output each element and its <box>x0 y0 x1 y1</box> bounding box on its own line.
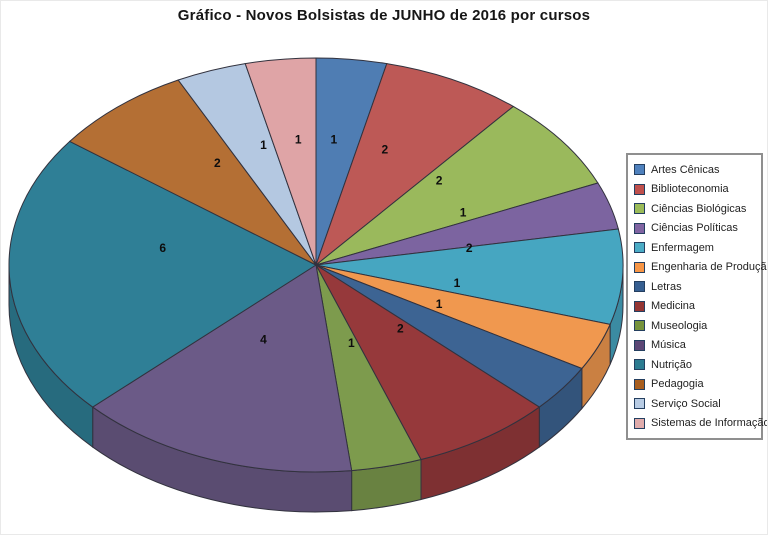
legend-item: Letras <box>634 277 757 297</box>
legend-label: Museologia <box>651 319 708 332</box>
legend-label: Biblioteconomia <box>651 183 729 196</box>
legend-label: Medicina <box>651 300 696 313</box>
pie-slice <box>91 264 353 473</box>
slice-value-label: 2 <box>382 143 389 157</box>
legend-label: Engenharia de Produção <box>651 261 768 274</box>
legend-label: Nutrição <box>651 358 692 371</box>
slice-value-label: 1 <box>295 132 302 146</box>
legend-swatch-icon <box>634 339 645 351</box>
legend-item: Música <box>634 336 757 356</box>
legend-swatch-icon <box>634 203 645 215</box>
legend-swatch-icon <box>634 359 645 371</box>
legend-item: Artes Cênicas <box>634 160 757 180</box>
legend-swatch-icon <box>634 242 645 254</box>
slice-value-label: 1 <box>454 276 461 290</box>
legend-item: Engenharia de Produção <box>634 258 767 278</box>
slice-value-label: 1 <box>260 138 267 152</box>
legend-label: Serviço Social <box>651 397 721 410</box>
legend-swatch-icon <box>634 222 645 234</box>
legend-item: Nutrição <box>634 355 757 375</box>
legend-swatch-icon <box>634 398 645 410</box>
legend-swatch-icon <box>634 183 645 195</box>
legend-swatch-icon <box>634 300 645 312</box>
legend-item: Museologia <box>634 316 757 336</box>
slice-value-label: 2 <box>466 241 473 255</box>
pie-slice <box>315 228 624 325</box>
pie-slice <box>244 57 317 266</box>
legend: Artes Cênicas Biblioteconomia Ciências Bio… <box>626 153 767 440</box>
pie-slice <box>8 140 318 408</box>
legend-label: Sistemas de Informação <box>651 417 768 430</box>
legend-swatch-icon <box>634 378 645 390</box>
slice-value-label: 6 <box>159 241 166 255</box>
slice-value-label: 2 <box>214 156 221 170</box>
pie-slice <box>68 79 317 266</box>
slice-value-label: 2 <box>436 173 443 187</box>
slice-value-label: 1 <box>330 132 337 146</box>
chart-title: Gráfico - Novos Bolsistas de JUNHO de 20… <box>177 7 591 24</box>
legend-item: Enfermagem <box>634 238 757 258</box>
legend-label: Letras <box>651 280 682 293</box>
legend-item: Sistemas de Informação <box>634 414 767 434</box>
legend-label: Música <box>651 339 686 352</box>
legend-item: Ciências Biológicas <box>634 199 757 219</box>
slice-value-label: 1 <box>460 205 467 219</box>
legend-item: Pedagogia <box>634 375 757 395</box>
legend-swatch-icon <box>634 261 645 273</box>
slice-value-label: 2 <box>397 322 404 336</box>
legend-item: Biblioteconomia <box>634 180 757 200</box>
legend-item: Medicina <box>634 297 757 317</box>
legend-swatch-icon <box>634 164 645 176</box>
slice-value-label: 4 <box>260 332 267 346</box>
pie-slice <box>314 263 541 461</box>
legend-label: Ciências Políticas <box>651 222 738 235</box>
legend-label: Artes Cênicas <box>651 163 720 176</box>
legend-label: Enfermagem <box>651 241 714 254</box>
legend-swatch-icon <box>634 281 645 293</box>
slice-value-label: 1 <box>436 297 443 311</box>
pie-slice <box>314 63 515 267</box>
legend-label: Pedagogia <box>651 378 704 391</box>
slice-value-label: 1 <box>348 336 355 350</box>
pie-slice <box>315 105 599 266</box>
legend-item: Serviço Social <box>634 394 757 414</box>
legend-item: Ciências Políticas <box>634 219 757 239</box>
legend-label: Ciências Biológicas <box>651 202 747 215</box>
legend-swatch-icon <box>634 417 645 429</box>
legend-swatch-icon <box>634 320 645 332</box>
